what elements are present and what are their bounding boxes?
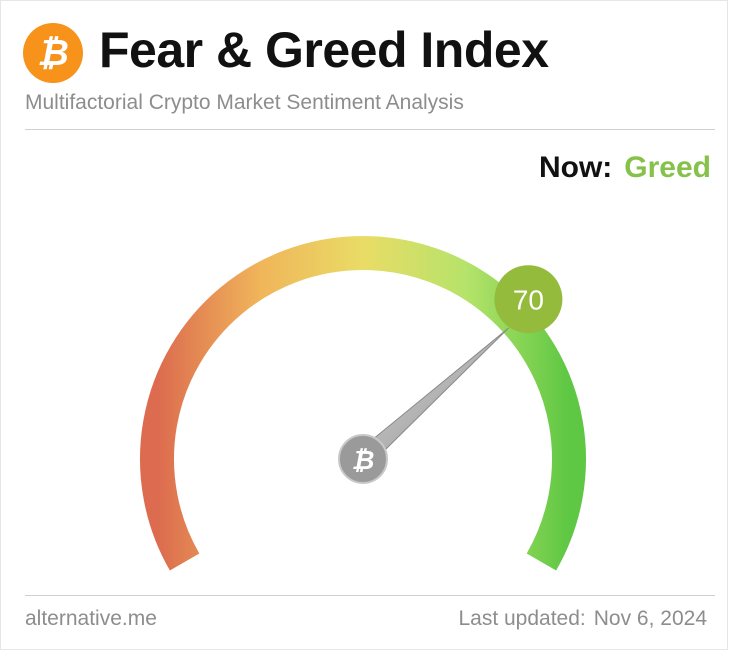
gauge-arc: [140, 236, 586, 571]
value-label: 70: [513, 285, 544, 316]
now-label: Now:: [538, 151, 613, 184]
sentiment-gauge: ₿ 70: [140, 236, 586, 571]
current-sentiment: Now: Greed: [539, 151, 711, 185]
updated-date: Nov 6, 2024: [593, 607, 707, 630]
updated-label: Last updated:: [458, 607, 586, 630]
value-badge: 70: [494, 265, 563, 334]
needle-hub: ₿: [338, 434, 388, 484]
page-subtitle: Multifactorial Crypto Market Sentiment A…: [25, 91, 464, 114]
now-value: Greed: [624, 151, 711, 184]
last-updated: Last updated: Nov 6, 2024: [458, 607, 707, 631]
bitcoin-symbol: ₿: [37, 32, 69, 73]
header-divider: [25, 129, 715, 130]
page-title: Fear & Greed Index: [99, 22, 549, 78]
hub-bitcoin-icon: ₿: [352, 445, 375, 475]
bitcoin-logo-icon: ₿: [23, 23, 83, 83]
footer-divider: [25, 595, 715, 596]
source-link[interactable]: alternative.me: [25, 607, 157, 630]
